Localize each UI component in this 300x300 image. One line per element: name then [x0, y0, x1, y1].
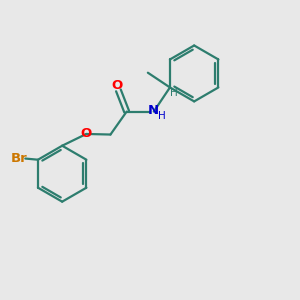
Text: N: N	[148, 104, 159, 117]
Text: O: O	[81, 127, 92, 140]
Text: O: O	[111, 79, 123, 92]
Text: H: H	[158, 111, 166, 121]
Text: H: H	[170, 88, 178, 98]
Text: Br: Br	[11, 152, 27, 165]
